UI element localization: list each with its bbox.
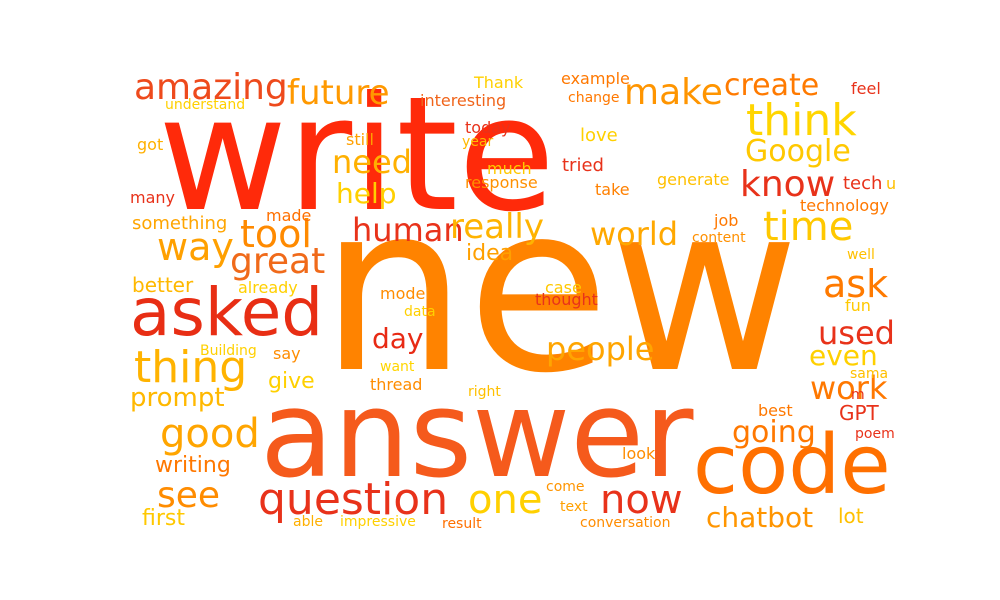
word-take: take	[595, 180, 630, 199]
word-today: today	[465, 118, 511, 137]
word-world: world	[590, 215, 679, 253]
word-need: need	[332, 143, 412, 181]
word-content: content	[692, 230, 746, 246]
word-impressive: impressive	[340, 514, 416, 530]
word-answer: answer	[260, 366, 694, 505]
word-first: first	[142, 506, 185, 531]
word-m: m	[851, 387, 865, 403]
word-tool: tool	[240, 212, 312, 256]
word-human: human	[352, 211, 464, 249]
word-conversation: conversation	[580, 515, 671, 531]
word-new: new	[320, 154, 800, 424]
word-google: Google	[745, 134, 851, 169]
word-even: even	[809, 339, 878, 372]
word-used: used	[818, 314, 895, 352]
word-future: future	[287, 73, 390, 113]
word-data: data	[404, 304, 436, 320]
word-asked: asked	[130, 274, 324, 351]
word-one: one	[468, 477, 543, 523]
word-tried: tried	[562, 155, 604, 176]
word-writing: writing	[155, 453, 231, 478]
word-day: day	[372, 322, 424, 355]
word-poem: poem	[855, 426, 895, 442]
word-work: work	[810, 369, 888, 407]
word-love: love	[580, 125, 618, 146]
word-u: u	[886, 174, 897, 193]
word-understand: understand	[165, 97, 246, 113]
word-got: got	[137, 135, 164, 154]
word-many: many	[130, 188, 175, 207]
word-help: help	[336, 177, 397, 210]
word-thank: Thank	[474, 73, 524, 92]
word-year: year	[462, 134, 494, 150]
word-something: something	[132, 213, 228, 234]
word-amazing: amazing	[134, 67, 288, 108]
word-well: well	[847, 247, 875, 263]
word-able: able	[293, 514, 323, 530]
word-come: come	[546, 479, 585, 495]
word-people: people	[546, 330, 655, 368]
word-great: great	[230, 241, 326, 282]
word-much: much	[487, 159, 532, 178]
word-gpt: GPT	[839, 401, 879, 425]
word-now: now	[600, 477, 683, 523]
word-feel: feel	[851, 79, 881, 98]
word-thread: thread	[370, 375, 423, 394]
word-idea: idea	[466, 241, 514, 266]
word-really: really	[450, 207, 544, 247]
word-model: model	[380, 284, 430, 303]
word-tech: tech	[843, 173, 883, 194]
word-lot: lot	[838, 504, 864, 528]
word-know: know	[740, 164, 836, 205]
word-technology: technology	[800, 196, 889, 215]
word-ask: ask	[823, 262, 889, 306]
word-look: look	[622, 444, 656, 463]
word-better: better	[132, 273, 194, 297]
word-text: text	[560, 499, 588, 515]
word-change: change	[568, 90, 620, 106]
word-give: give	[268, 369, 315, 394]
word-right: right	[468, 384, 501, 400]
word-make: make	[624, 72, 723, 113]
word-write: write	[158, 63, 556, 247]
word-want: want	[380, 359, 415, 375]
word-thing: thing	[134, 342, 248, 393]
word-see: see	[157, 475, 221, 516]
word-good: good	[160, 411, 260, 457]
word-say: say	[273, 344, 301, 363]
word-chatbot: chatbot	[706, 501, 814, 534]
word-building: Building	[200, 343, 257, 359]
word-job: job	[714, 211, 739, 230]
word-generate: generate	[657, 170, 730, 189]
word-case: case	[545, 278, 582, 297]
word-result: result	[442, 516, 482, 532]
word-example: example	[561, 69, 630, 88]
word-already: already	[238, 278, 298, 297]
word-think: think	[746, 95, 857, 146]
word-made: made	[266, 206, 312, 225]
word-response: response	[465, 173, 538, 192]
word-interesting: interesting	[420, 91, 507, 110]
word-way: way	[157, 225, 234, 269]
word-sama: sama	[850, 366, 889, 382]
word-thought: thought	[535, 290, 598, 309]
word-prompt: prompt	[130, 383, 225, 413]
word-best: best	[758, 401, 793, 420]
word-time: time	[763, 204, 854, 250]
word-code: code	[693, 418, 891, 513]
word-question: question	[258, 474, 449, 525]
word-fun: fun	[845, 296, 871, 315]
word-still: still	[346, 130, 374, 149]
word-create: create	[724, 68, 820, 103]
word-going: going	[732, 415, 816, 450]
